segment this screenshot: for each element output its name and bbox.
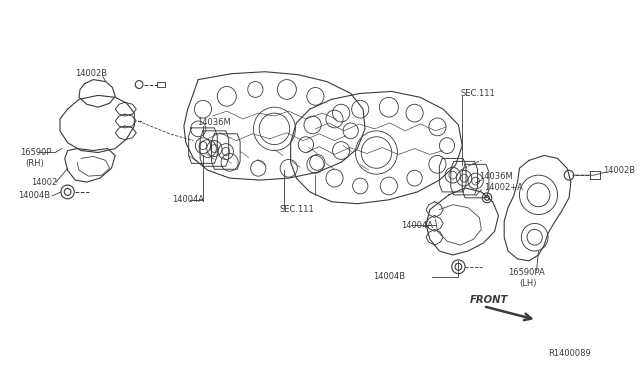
Text: SEC.111: SEC.111	[460, 89, 495, 98]
Text: R1400089: R1400089	[548, 349, 591, 358]
Text: (RH): (RH)	[26, 159, 44, 168]
Text: 14002: 14002	[31, 177, 58, 187]
Text: 14004B: 14004B	[18, 191, 50, 201]
Text: 16590PA: 16590PA	[508, 268, 545, 277]
Text: 14004A: 14004A	[172, 195, 204, 204]
Text: 14036M: 14036M	[197, 118, 231, 128]
Text: FRONT: FRONT	[470, 295, 508, 305]
Text: 14002B: 14002B	[604, 166, 636, 175]
Text: 14002B: 14002B	[76, 69, 108, 78]
Text: 14004B: 14004B	[372, 272, 404, 281]
Text: 16590P: 16590P	[20, 148, 51, 157]
Text: 14002+A: 14002+A	[484, 183, 523, 192]
Text: SEC.111: SEC.111	[279, 205, 314, 214]
Text: 14004A: 14004A	[401, 221, 433, 230]
Text: 14036M: 14036M	[479, 171, 513, 181]
Text: (LH): (LH)	[520, 279, 537, 288]
